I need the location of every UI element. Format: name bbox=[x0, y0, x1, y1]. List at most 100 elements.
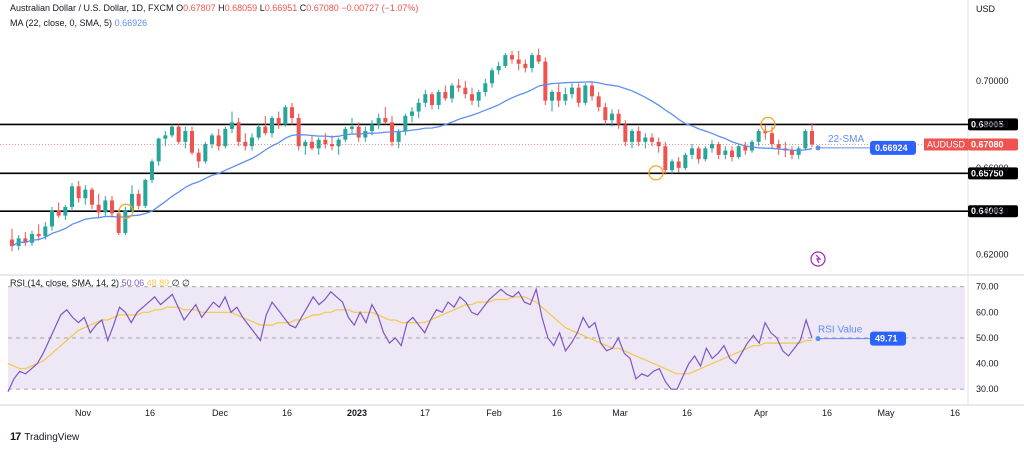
candle-44[interactable] bbox=[303, 139, 308, 155]
candle-96[interactable] bbox=[650, 133, 654, 147]
candle-66[interactable] bbox=[450, 83, 454, 103]
candle-52[interactable] bbox=[356, 122, 361, 142]
candle-61[interactable] bbox=[416, 98, 421, 119]
candle-55[interactable] bbox=[376, 113, 381, 129]
candle-28[interactable] bbox=[196, 148, 201, 168]
candle-79[interactable] bbox=[536, 48, 541, 64]
candle-10[interactable] bbox=[76, 180, 81, 203]
candle-59[interactable] bbox=[403, 113, 408, 136]
sma-value-tag[interactable] bbox=[870, 140, 916, 155]
candle-73[interactable] bbox=[496, 61, 501, 75]
candle-93[interactable] bbox=[630, 128, 634, 149]
candle-34[interactable] bbox=[236, 118, 241, 147]
candle-110[interactable] bbox=[743, 141, 748, 155]
candle-15[interactable] bbox=[110, 196, 114, 218]
candle-56[interactable] bbox=[383, 107, 388, 125]
rsi-line[interactable] bbox=[7, 287, 813, 393]
candle-9[interactable] bbox=[70, 183, 74, 212]
candle-107[interactable] bbox=[723, 146, 728, 160]
candle-27[interactable] bbox=[190, 126, 194, 155]
candle-62[interactable] bbox=[423, 89, 428, 108]
candle-48[interactable] bbox=[330, 135, 334, 151]
candle-92[interactable] bbox=[623, 120, 628, 147]
rsi-ma-line[interactable] bbox=[7, 296, 812, 375]
candle-109[interactable] bbox=[736, 144, 741, 160]
candle-2[interactable] bbox=[23, 231, 28, 246]
candle-46[interactable] bbox=[316, 137, 321, 155]
candle-89[interactable] bbox=[603, 102, 608, 125]
candle-20[interactable] bbox=[143, 178, 148, 209]
candle-4[interactable] bbox=[36, 224, 41, 241]
candle-120[interactable] bbox=[810, 123, 814, 148]
candle-80[interactable] bbox=[543, 57, 548, 105]
candle-112[interactable] bbox=[756, 128, 761, 147]
sma-22-line[interactable] bbox=[11, 81, 813, 247]
candle-51[interactable] bbox=[350, 118, 354, 134]
candle-14[interactable] bbox=[103, 196, 108, 217]
candle-68[interactable] bbox=[463, 81, 468, 99]
candle-83[interactable] bbox=[563, 87, 568, 105]
candle-16[interactable] bbox=[116, 211, 121, 236]
candle-86[interactable] bbox=[583, 83, 588, 105]
candle-36[interactable] bbox=[250, 133, 254, 151]
candle-3[interactable] bbox=[30, 230, 34, 246]
candle-103[interactable] bbox=[696, 146, 701, 164]
candle-67[interactable] bbox=[456, 78, 461, 92]
candle-69[interactable] bbox=[470, 87, 474, 105]
candle-87[interactable] bbox=[590, 81, 594, 101]
candle-22[interactable] bbox=[156, 137, 161, 166]
candle-39[interactable] bbox=[270, 115, 274, 138]
candle-30[interactable] bbox=[210, 133, 214, 149]
candle-40[interactable] bbox=[276, 111, 281, 129]
candle-72[interactable] bbox=[490, 68, 494, 88]
candle-81[interactable] bbox=[550, 89, 554, 112]
candle-117[interactable] bbox=[790, 146, 794, 160]
candle-41[interactable] bbox=[283, 104, 288, 127]
candle-12[interactable] bbox=[90, 187, 94, 210]
candle-45[interactable] bbox=[310, 135, 314, 151]
candle-75[interactable] bbox=[510, 50, 514, 64]
candle-111[interactable] bbox=[750, 139, 754, 153]
candle-42[interactable] bbox=[290, 102, 294, 125]
candle-84[interactable] bbox=[570, 83, 574, 99]
tradingview-logo[interactable]: 17 TradingView bbox=[10, 431, 79, 443]
candle-60[interactable] bbox=[410, 107, 414, 123]
candle-63[interactable] bbox=[430, 91, 434, 110]
candle-6[interactable] bbox=[50, 206, 54, 231]
candle-35[interactable] bbox=[243, 133, 248, 151]
candle-118[interactable] bbox=[796, 146, 801, 160]
replay-icon[interactable] bbox=[810, 251, 826, 267]
candle-108[interactable] bbox=[730, 146, 734, 162]
candle-99[interactable] bbox=[670, 159, 674, 175]
candle-113[interactable] bbox=[763, 124, 768, 140]
candle-21[interactable] bbox=[150, 159, 154, 184]
candle-76[interactable] bbox=[516, 50, 521, 71]
candle-94[interactable] bbox=[636, 126, 641, 147]
candle-106[interactable] bbox=[716, 141, 721, 160]
candle-78[interactable] bbox=[530, 52, 534, 73]
candle-8[interactable] bbox=[63, 204, 68, 220]
candle-49[interactable] bbox=[336, 137, 341, 155]
candle-82[interactable] bbox=[556, 83, 561, 108]
candle-0[interactable] bbox=[10, 228, 14, 252]
candle-43[interactable] bbox=[296, 113, 301, 151]
candle-101[interactable] bbox=[683, 152, 688, 171]
candle-105[interactable] bbox=[710, 139, 714, 153]
candle-115[interactable] bbox=[776, 139, 781, 155]
candle-13[interactable] bbox=[96, 193, 101, 218]
candle-32[interactable] bbox=[223, 126, 228, 149]
candle-98[interactable] bbox=[663, 141, 668, 175]
candle-26[interactable] bbox=[183, 126, 188, 149]
candle-88[interactable] bbox=[596, 91, 601, 112]
candle-31[interactable] bbox=[216, 128, 221, 151]
candle-74[interactable] bbox=[503, 52, 508, 69]
candle-23[interactable] bbox=[163, 131, 168, 147]
candle-102[interactable] bbox=[690, 144, 694, 160]
candle-33[interactable] bbox=[230, 111, 234, 134]
candle-90[interactable] bbox=[610, 109, 614, 127]
candle-77[interactable] bbox=[523, 59, 528, 73]
candle-37[interactable] bbox=[256, 124, 261, 140]
candle-7[interactable] bbox=[56, 202, 61, 218]
candle-65[interactable] bbox=[443, 85, 448, 101]
